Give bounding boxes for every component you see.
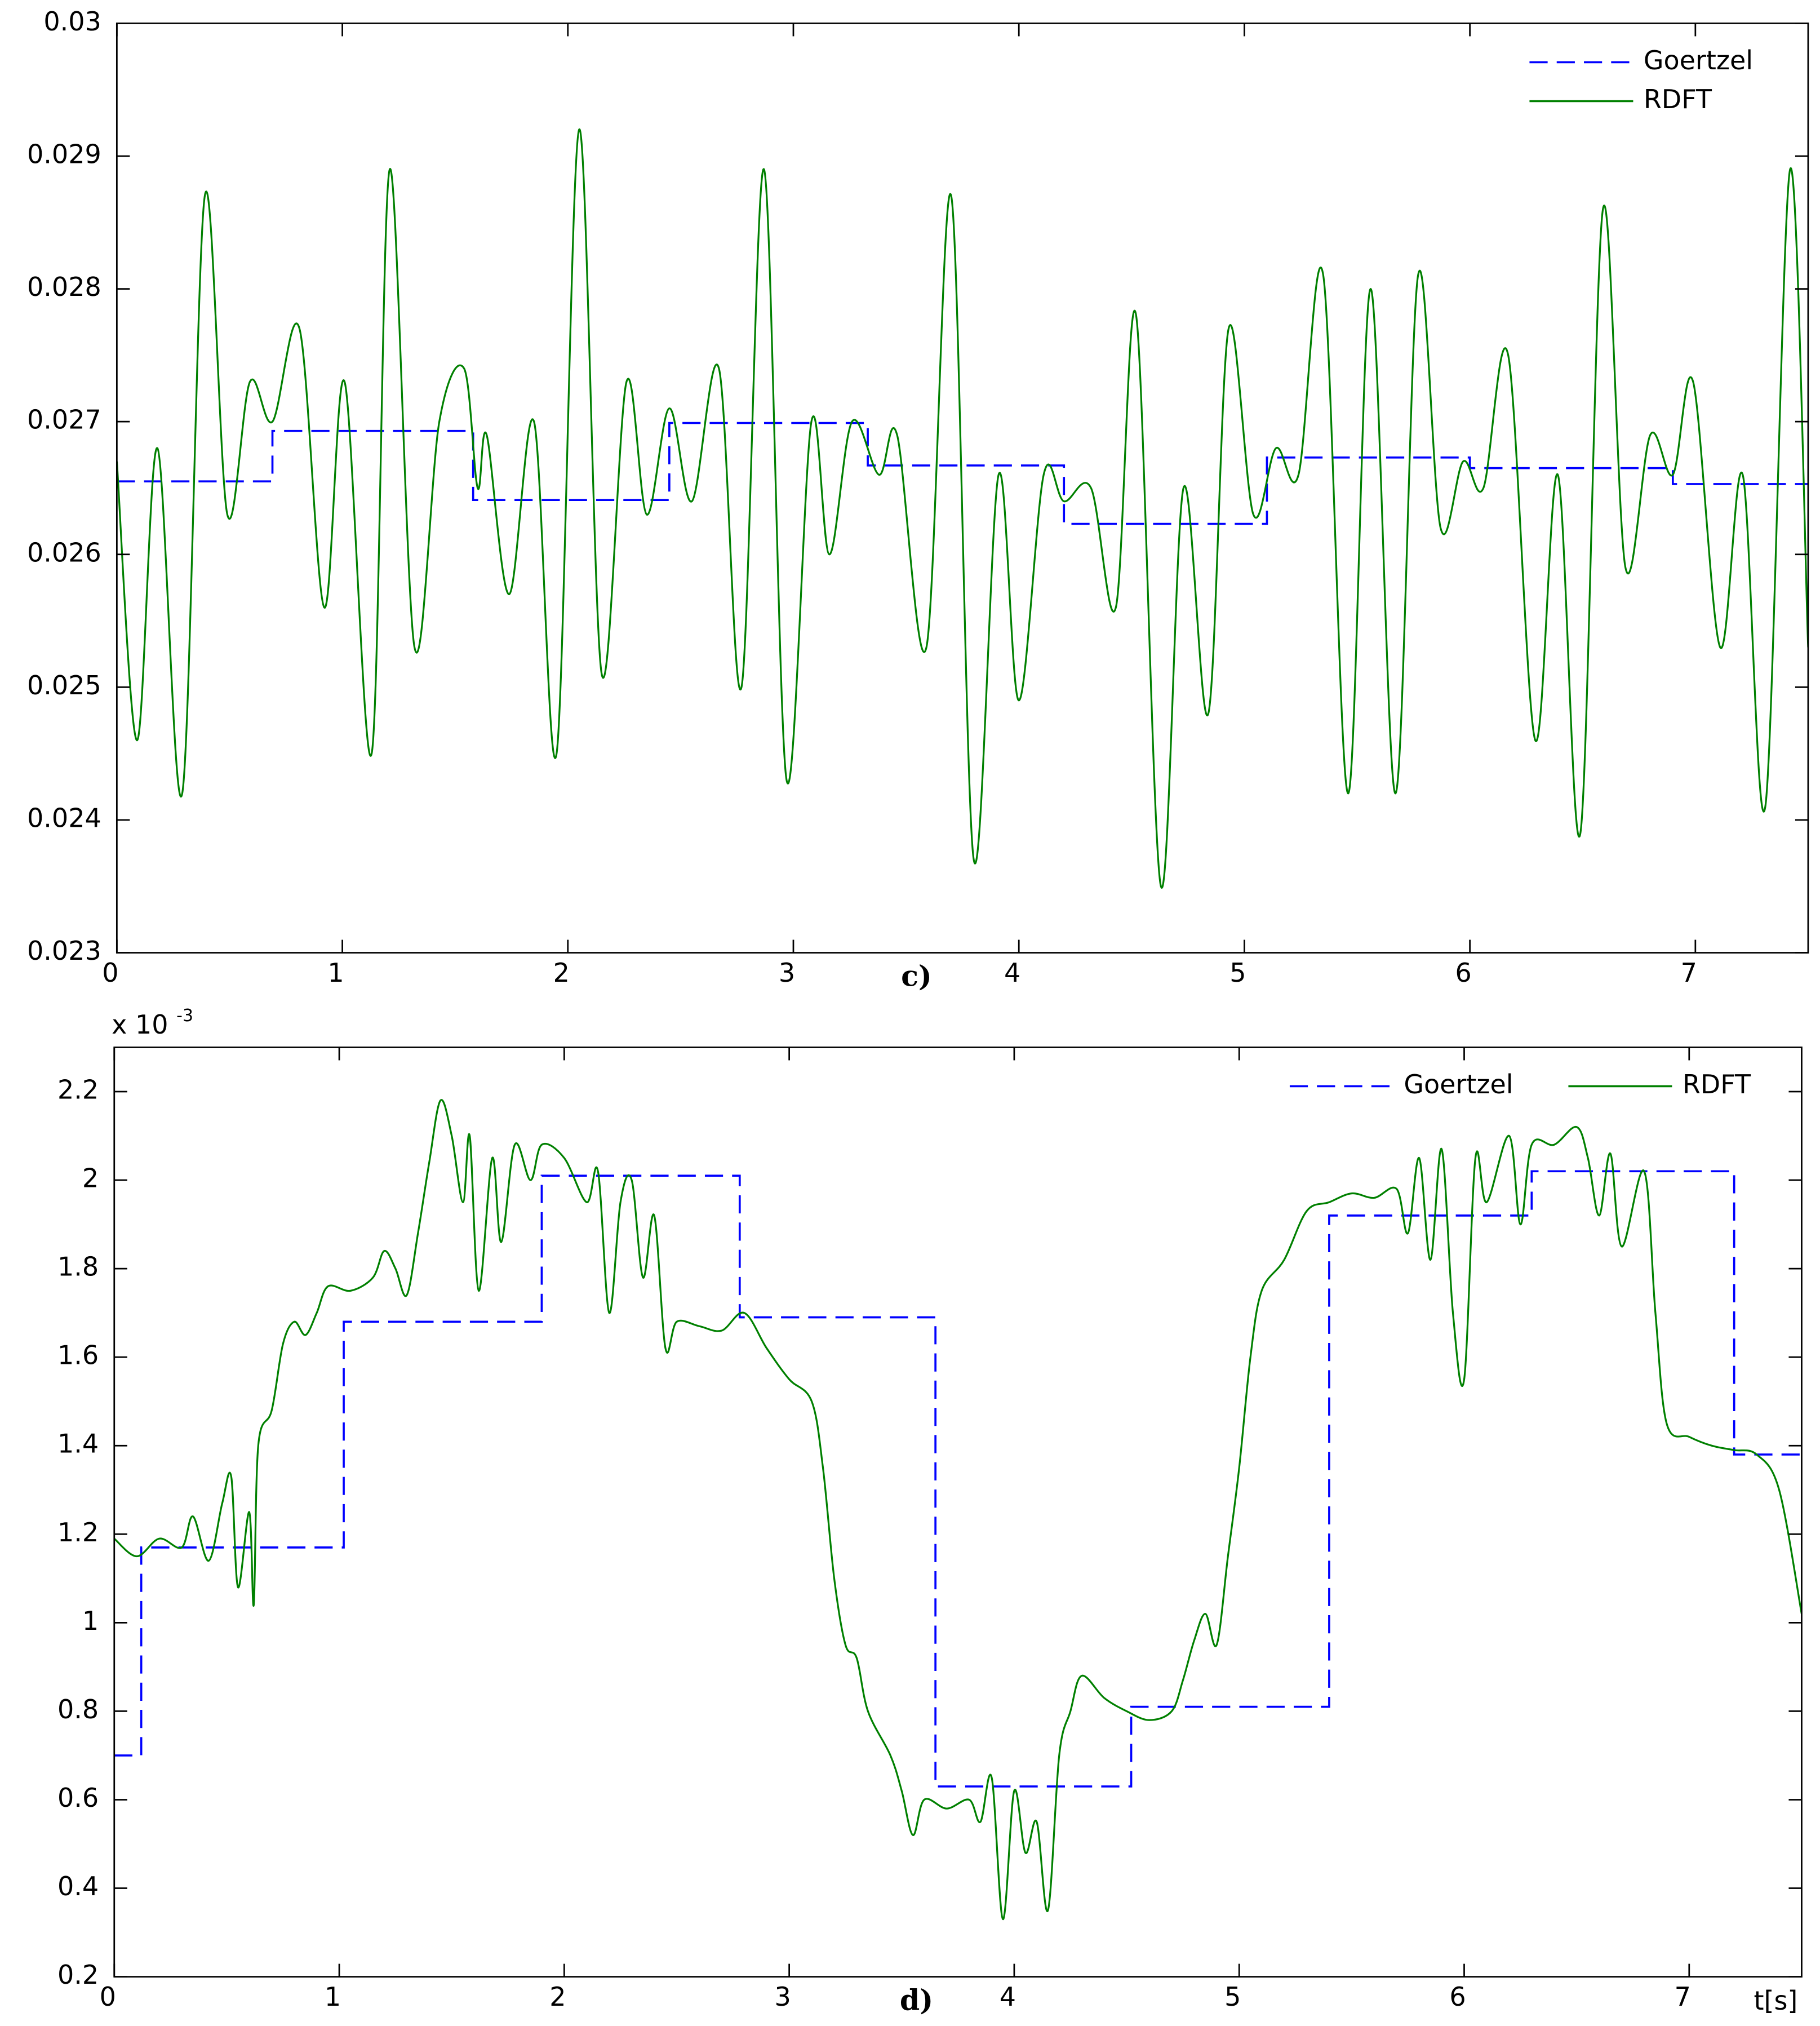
x-tick-label: 7 xyxy=(1681,957,1697,988)
axes-frame xyxy=(113,1047,1803,1978)
legend-label: Goertzel xyxy=(1644,45,1753,76)
x-tick-label: 2 xyxy=(549,1981,566,2012)
series-line xyxy=(114,1170,1802,1788)
legend-label: Goertzel xyxy=(1404,1069,1513,1100)
y-tick-label: 1.8 xyxy=(57,1252,99,1282)
y-tick-label: 1 xyxy=(82,1606,99,1636)
y-tick-label: 0.4 xyxy=(57,1871,99,1901)
y-tick-label: 0.023 xyxy=(27,936,101,966)
x-tick-label: 3 xyxy=(779,957,795,988)
x-tick-label: 2 xyxy=(553,957,570,988)
x-tick-label: 7 xyxy=(1675,1981,1691,2012)
subplot-label: c) xyxy=(901,959,932,993)
y-tick-label: 0.03 xyxy=(43,6,101,37)
y-tick-label: 0.028 xyxy=(27,272,101,302)
y-tick-label: 1.4 xyxy=(57,1429,99,1459)
x-tick-label: 1 xyxy=(325,1981,341,2012)
x-axis-label: t[s] xyxy=(1754,1985,1797,2016)
x-tick-label: 4 xyxy=(1000,1981,1016,2012)
y-tick-label: 0.8 xyxy=(57,1694,99,1724)
x-tick-label: 1 xyxy=(327,957,344,988)
x-tick-label: 5 xyxy=(1224,1981,1241,2012)
legend-label: RDFT xyxy=(1644,84,1712,114)
x-tick-label: 4 xyxy=(1004,957,1020,988)
y-tick-label: 0.026 xyxy=(27,537,101,568)
x-tick-label: 5 xyxy=(1229,957,1246,988)
series-line xyxy=(114,1099,1802,1921)
y-multiplier: x 10 xyxy=(112,1009,168,1040)
y-tick-label: 0.027 xyxy=(27,405,101,435)
x-tick-label: 0 xyxy=(100,1981,116,2012)
y-tick-label: 0.6 xyxy=(57,1783,99,1813)
x-tick-label: 6 xyxy=(1449,1981,1466,2012)
y-tick-label: 2 xyxy=(82,1163,99,1194)
y-tick-label: 0.029 xyxy=(27,139,101,169)
y-tick-label: 0.024 xyxy=(27,803,101,833)
y-tick-label: 1.6 xyxy=(57,1340,99,1371)
y-tick-label: 0.2 xyxy=(57,1959,99,1990)
legend-label: RDFT xyxy=(1683,1069,1751,1100)
y-tick-label: 1.2 xyxy=(57,1517,99,1548)
axes-frame xyxy=(116,23,1809,954)
x-tick-label: 0 xyxy=(102,957,118,988)
y-multiplier-exponent: -3 xyxy=(176,1006,193,1026)
series-line xyxy=(117,128,1808,889)
subplot-label: d) xyxy=(900,1983,933,2017)
x-tick-label: 3 xyxy=(774,1981,791,2012)
y-tick-label: 2.2 xyxy=(57,1074,99,1105)
y-tick-label: 0.025 xyxy=(27,670,101,701)
x-tick-label: 6 xyxy=(1455,957,1471,988)
